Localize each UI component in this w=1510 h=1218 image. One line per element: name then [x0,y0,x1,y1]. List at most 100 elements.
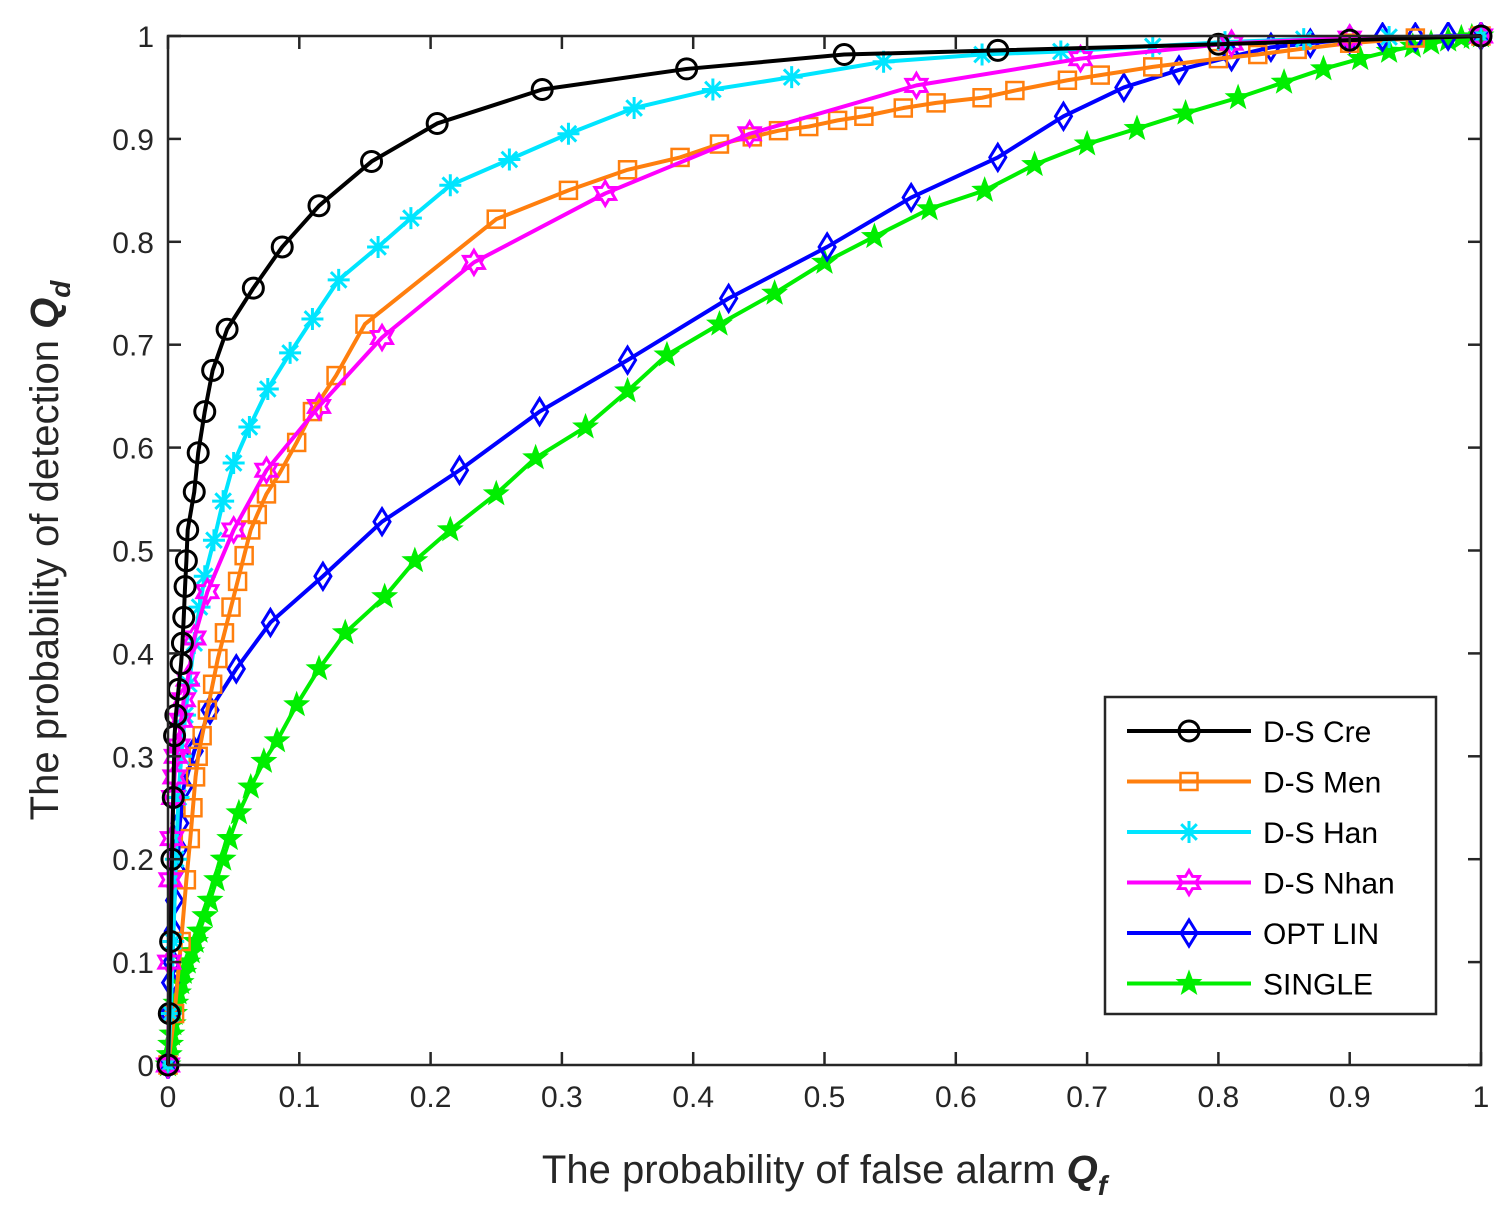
data-point-d-s-men-30 [768,120,789,141]
data-point-opt-lin-32 [1438,22,1458,52]
y-tick-label-5: 0.5 [112,536,154,569]
data-point-opt-lin-23 [1053,100,1074,133]
y-tick-label-10: 1 [137,21,154,54]
legend-marker-single [1175,969,1203,995]
data-point-opt-lin-13 [260,606,281,639]
data-point-single-18 [216,824,244,851]
x-tick-label-5: 0.5 [804,1081,846,1114]
data-point-d-s-cre-9 [170,631,194,655]
data-point-single-31 [572,412,600,439]
series-line-d-s-men [166,34,1482,1066]
y-tick-label-7: 0.7 [112,330,154,363]
data-point-d-s-han-11 [202,529,225,552]
data-point-single-41 [1073,129,1101,156]
x-axis-label-subscript: f [1098,1170,1110,1201]
y-tick-label-0: 0 [137,1050,154,1083]
data-point-opt-lin-14 [313,560,333,593]
data-point-d-s-han-9 [188,596,211,619]
data-point-d-s-nhan-0 [155,1050,181,1079]
data-point-d-s-men-40 [1143,57,1163,77]
data-point-d-s-han-19 [367,235,390,258]
data-point-single-16 [203,865,231,892]
data-point-d-s-men-4 [180,828,201,849]
data-point-opt-lin-20 [817,231,837,263]
data-point-d-s-cre-2 [159,930,183,954]
data-point-d-s-cre-24 [530,78,554,102]
data-point-d-s-cre-16 [193,400,217,424]
data-point-d-s-men-36 [972,87,992,108]
data-point-d-s-nhan-17 [460,247,487,278]
data-point-d-s-han-20 [399,207,422,230]
y-axis-label-text: The probability of detection [23,329,67,820]
x-tick-label-4: 0.4 [672,1081,714,1114]
data-point-d-s-nhan-12 [194,576,221,607]
data-point-d-s-cre-1 [157,1002,181,1026]
y-axis-label: The probability of detection Qd [23,280,76,821]
data-point-d-s-men-33 [854,106,874,127]
data-point-d-s-han-26 [780,66,803,89]
x-tick-label-0: 0 [160,1081,177,1114]
x-tick-label-3: 0.3 [541,1081,583,1114]
legend-entry-d-s-cre: D-S Cre [1127,716,1371,749]
data-point-single-21 [250,747,278,773]
data-point-d-s-men-37 [1005,80,1025,101]
data-point-single-47 [1346,44,1374,71]
data-point-d-s-men-11 [208,648,228,669]
data-point-d-s-cre-25 [675,57,699,81]
data-point-opt-lin-21 [901,181,921,214]
data-point-d-s-nhan-21 [1067,43,1094,74]
data-point-d-s-men-18 [256,484,277,504]
data-point-d-s-men-25 [558,180,579,201]
data-point-opt-lin-31 [1405,22,1426,53]
x-axis-label: The probability of false alarm Qf [542,1148,1110,1201]
data-point-single-42 [1123,114,1151,141]
data-point-single-45 [1270,68,1298,94]
data-point-d-s-cre-6 [164,703,188,727]
data-point-d-s-men-23 [355,314,375,334]
data-point-d-s-cre-27 [986,38,1010,62]
data-point-d-s-nhan-20 [903,70,930,101]
data-point-d-s-cre-11 [173,575,197,599]
data-point-d-s-nhan-18 [592,178,619,209]
data-point-d-s-men-10 [202,674,223,695]
data-point-d-s-han-17 [301,307,324,330]
data-point-d-s-men-32 [827,110,848,131]
data-point-d-s-men-13 [221,597,241,617]
x-axis-label-text: The probability of false alarm [542,1148,1067,1192]
data-point-single-37 [860,222,888,249]
y-tick-label-3: 0.3 [112,741,154,774]
x-axis-label-symbol: Q [1067,1148,1098,1192]
y-tick-label-9: 0.9 [112,124,154,157]
series-d-s-cre [156,24,1493,1077]
data-point-opt-lin-24 [1114,71,1134,104]
data-point-single-34 [705,309,733,336]
data-point-d-s-han-22 [498,148,521,171]
data-point-d-s-han-2 [162,930,185,953]
data-point-opt-lin-18 [617,344,638,376]
data-point-d-s-men-14 [227,571,248,592]
data-point-single-44 [1224,83,1252,110]
y-tick-label-6: 0.6 [112,433,154,466]
data-point-opt-lin-15 [372,505,392,538]
data-point-single-22 [263,726,291,753]
data-point-d-s-cre-4 [161,785,185,809]
data-point-d-s-cre-3 [160,847,184,871]
data-point-d-s-nhan-19 [736,118,763,149]
data-point-single-33 [653,340,681,367]
data-point-d-s-han-18 [327,268,350,291]
data-point-single-38 [916,194,944,221]
data-point-d-s-cre-21 [307,194,331,218]
legend-label-opt-lin: OPT LIN [1263,918,1379,951]
data-point-d-s-cre-23 [425,111,449,135]
data-point-d-s-han-23 [557,122,580,145]
data-point-d-s-men-24 [486,209,506,229]
data-point-d-s-cre-12 [174,549,198,573]
data-point-d-s-han-25 [701,78,724,101]
data-point-single-39 [971,176,999,202]
data-point-single-46 [1309,54,1337,81]
data-point-d-s-men-9 [197,700,218,720]
ticks-layer: 0 0.1 0.2 0.3 0.4 0.5 0.6 0.7 0.8 0.9 1 0 0.1 0.2 0.3 0… [112,21,1489,1114]
data-point-d-s-cre-13 [176,518,200,542]
data-point-single-29 [482,479,510,506]
data-point-single-25 [331,618,359,645]
